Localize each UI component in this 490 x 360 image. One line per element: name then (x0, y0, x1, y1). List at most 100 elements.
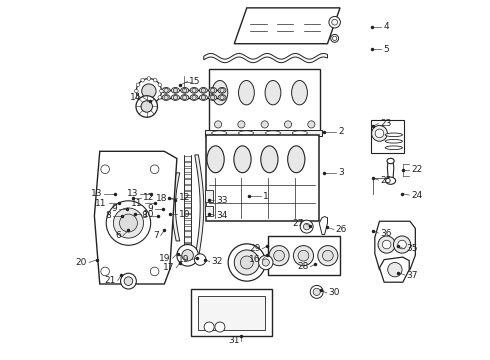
Circle shape (303, 224, 310, 230)
Text: 19: 19 (159, 254, 171, 263)
Bar (184, 226, 191, 230)
Circle shape (211, 88, 215, 93)
Circle shape (204, 322, 214, 332)
Ellipse shape (288, 146, 305, 173)
Text: 8: 8 (141, 211, 147, 220)
Ellipse shape (385, 133, 402, 136)
Circle shape (300, 220, 313, 233)
Bar (184, 214, 191, 219)
Ellipse shape (266, 131, 280, 135)
Circle shape (261, 121, 269, 128)
Circle shape (269, 246, 289, 266)
Circle shape (183, 250, 193, 260)
Ellipse shape (126, 230, 134, 234)
Ellipse shape (162, 87, 170, 93)
Circle shape (378, 236, 395, 253)
Ellipse shape (162, 220, 167, 223)
Ellipse shape (239, 81, 254, 105)
Circle shape (234, 250, 259, 275)
Text: 3: 3 (338, 168, 344, 177)
Circle shape (182, 249, 194, 261)
Polygon shape (234, 8, 340, 44)
Ellipse shape (293, 131, 307, 135)
Circle shape (101, 165, 109, 174)
Ellipse shape (292, 81, 307, 105)
Bar (184, 185, 191, 190)
Text: 28: 28 (297, 262, 309, 271)
Text: 35: 35 (406, 244, 418, 253)
Circle shape (106, 201, 151, 245)
Circle shape (141, 78, 145, 82)
Bar (184, 249, 191, 253)
Text: 17: 17 (163, 264, 174, 273)
Circle shape (220, 95, 224, 100)
Bar (184, 168, 191, 172)
Circle shape (141, 101, 152, 112)
Circle shape (147, 102, 151, 105)
Circle shape (136, 78, 161, 104)
Circle shape (164, 95, 168, 100)
Circle shape (192, 88, 196, 93)
Circle shape (153, 78, 157, 82)
Circle shape (192, 95, 196, 100)
Ellipse shape (385, 146, 402, 149)
Circle shape (136, 96, 157, 117)
Text: 11: 11 (131, 199, 143, 208)
Text: 33: 33 (216, 196, 228, 205)
Circle shape (211, 95, 215, 100)
Circle shape (173, 88, 177, 93)
Text: 13: 13 (127, 189, 139, 198)
Circle shape (322, 250, 333, 261)
Text: 21: 21 (104, 276, 116, 285)
Bar (184, 237, 191, 242)
Circle shape (201, 88, 205, 93)
Bar (205, 130, 322, 136)
Ellipse shape (387, 158, 394, 164)
Circle shape (375, 129, 384, 138)
Text: 15: 15 (190, 77, 201, 86)
Bar (184, 203, 191, 207)
Circle shape (141, 100, 145, 104)
Polygon shape (172, 173, 180, 241)
Bar (184, 220, 191, 224)
Polygon shape (209, 69, 320, 132)
Ellipse shape (207, 146, 224, 173)
Circle shape (398, 240, 406, 249)
Bar (197, 296, 266, 329)
Text: 5: 5 (383, 45, 389, 54)
Circle shape (135, 89, 138, 93)
Circle shape (113, 208, 144, 238)
Circle shape (164, 88, 168, 93)
Bar (184, 191, 191, 195)
Bar (184, 243, 191, 247)
Text: 12: 12 (179, 193, 190, 202)
Ellipse shape (159, 213, 170, 219)
Circle shape (195, 254, 206, 265)
Text: 18: 18 (156, 194, 168, 203)
Text: 13: 13 (91, 189, 102, 198)
Circle shape (201, 95, 205, 100)
Circle shape (136, 83, 140, 87)
Circle shape (101, 267, 109, 276)
Circle shape (382, 240, 391, 249)
Ellipse shape (172, 87, 179, 93)
Polygon shape (204, 53, 327, 63)
Circle shape (220, 88, 224, 93)
Ellipse shape (239, 131, 254, 135)
Bar (184, 231, 191, 236)
Circle shape (173, 95, 177, 100)
Polygon shape (269, 236, 340, 275)
Ellipse shape (385, 139, 402, 143)
Ellipse shape (125, 213, 135, 219)
Bar (205, 190, 213, 202)
Circle shape (160, 89, 163, 93)
Circle shape (124, 277, 133, 285)
Circle shape (294, 246, 314, 266)
Text: 19: 19 (178, 255, 190, 264)
Circle shape (158, 95, 162, 99)
Text: 31: 31 (228, 336, 240, 345)
Polygon shape (191, 289, 272, 336)
Circle shape (313, 288, 320, 296)
Circle shape (318, 246, 338, 266)
Ellipse shape (199, 87, 207, 93)
